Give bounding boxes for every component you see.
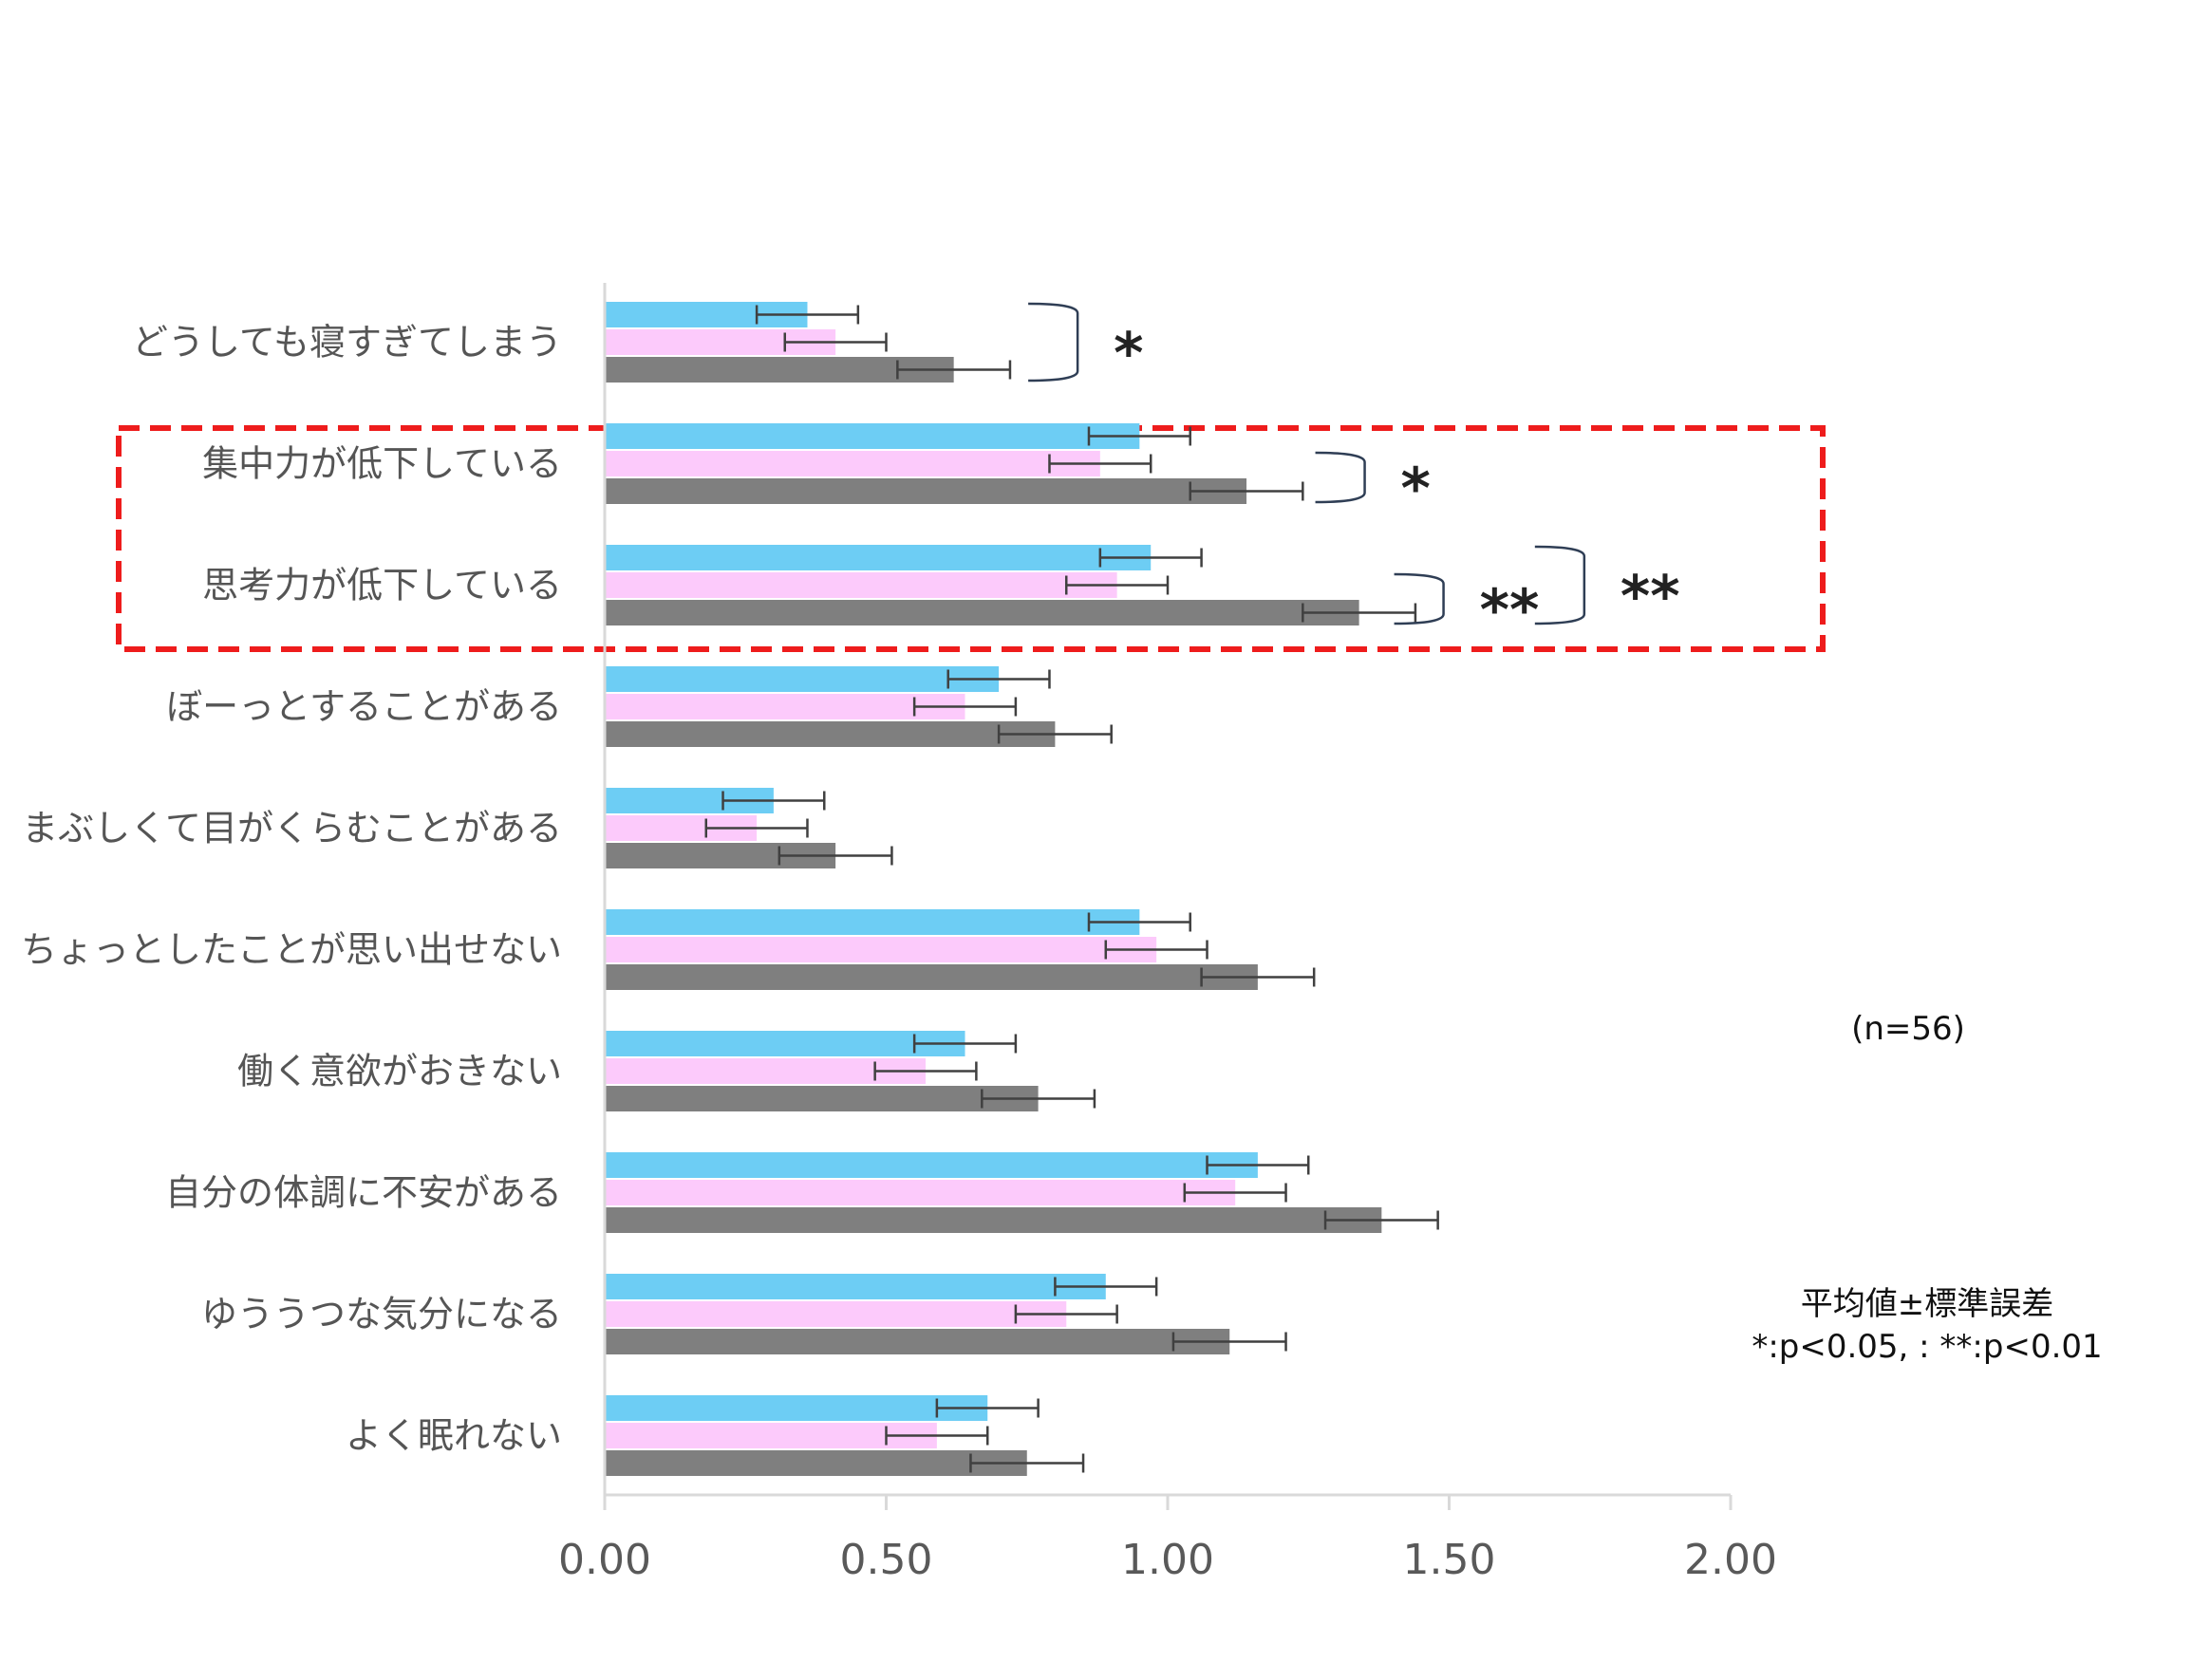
- error-bar-s0-c1: [1087, 426, 1191, 446]
- sig-mark-2: **: [1480, 577, 1540, 644]
- error-bar-s2-c2: [1302, 603, 1417, 623]
- bar-s2-c1: [605, 478, 1247, 504]
- error-bar-s0-c4: [721, 791, 826, 811]
- x-tick-label-3: 1.50: [1403, 1536, 1496, 1584]
- bar-s1-c5: [605, 937, 1157, 962]
- bar-s0-c7: [605, 1152, 1258, 1178]
- bar-s1-c9: [605, 1423, 937, 1448]
- error-bar-s1-c1: [1048, 454, 1152, 474]
- error-bar-s0-c9: [935, 1398, 1040, 1418]
- error-bar-s1-c8: [1014, 1304, 1118, 1324]
- bar-s2-c3: [605, 721, 1056, 747]
- bar-s2-c8: [605, 1329, 1230, 1354]
- sig-mark-0: *: [1114, 321, 1143, 387]
- sig-bracket-1: [1315, 451, 1366, 504]
- bar-s1-c2: [605, 572, 1117, 598]
- error-bar-s0-c3: [946, 669, 1051, 689]
- error-bar-s0-c0: [755, 305, 860, 325]
- category-label-4: まぶしくて目がくらむことがある: [22, 808, 562, 849]
- bar-s2-c6: [605, 1086, 1039, 1111]
- error-bar-s2-c5: [1200, 967, 1316, 987]
- error-bar-s1-c0: [783, 332, 888, 352]
- bar-s0-c5: [605, 909, 1140, 935]
- error-bar-s2-c4: [778, 846, 893, 866]
- error-bar-s1-c7: [1183, 1183, 1287, 1203]
- sig-mark-3: **: [1621, 564, 1680, 630]
- error-bar-s1-c5: [1104, 940, 1208, 960]
- bar-s1-c6: [605, 1058, 927, 1084]
- error-bar-s2-c7: [1323, 1210, 1439, 1230]
- bars-layer: [605, 302, 1439, 1476]
- axis-layer: 0.00 0.50 1.00 1.50 2.00: [558, 283, 1777, 1584]
- error-bar-s2-c1: [1189, 481, 1304, 501]
- sig-bracket-0: [1028, 302, 1079, 383]
- error-bar-s1-c4: [704, 818, 809, 838]
- sig-bracket-2: [1394, 572, 1445, 625]
- error-bar-s2-c0: [896, 360, 1012, 380]
- bar-s0-c8: [605, 1274, 1106, 1299]
- error-bar-s1-c9: [885, 1426, 989, 1446]
- notes-layer: (n=56) 平均値±標準誤差 *:p<0.05, : **:p<0.01: [1752, 1010, 2102, 1366]
- category-label-6: 働く意欲がおきない: [237, 1051, 562, 1092]
- x-tick-label-0: 0.00: [558, 1536, 651, 1584]
- error-bar-s2-c8: [1171, 1332, 1287, 1352]
- error-bar-s2-c3: [997, 724, 1113, 744]
- bar-s2-c7: [605, 1207, 1382, 1233]
- error-bar-s0-c6: [912, 1034, 1018, 1054]
- error-bar-s0-c5: [1087, 912, 1191, 932]
- error-bar-s2-c6: [981, 1089, 1096, 1109]
- error-bar-s1-c6: [873, 1061, 978, 1081]
- bar-s2-c9: [605, 1450, 1027, 1476]
- category-label-5: ちょっとしたことが思い出せない: [21, 929, 562, 971]
- stat-note-line1: 平均値±標準誤差: [1801, 1285, 2054, 1323]
- sample-size-note: (n=56): [1851, 1010, 1965, 1048]
- bar-s1-c3: [605, 694, 965, 719]
- category-label-7: 自分の体調に不安がある: [165, 1172, 562, 1214]
- bar-s2-c2: [605, 600, 1359, 625]
- category-label-0: どうしても寝すぎてしまう: [132, 322, 562, 364]
- category-label-9: よく眠れない: [346, 1415, 562, 1457]
- category-label-3: ぼーっとすることがある: [166, 686, 562, 728]
- error-bar-s0-c8: [1054, 1277, 1158, 1297]
- sig-bracket-3: [1534, 545, 1586, 625]
- bar-s0-c6: [605, 1031, 965, 1056]
- bar-s1-c8: [605, 1301, 1067, 1327]
- category-label-8: ゆううつな気分になる: [201, 1294, 562, 1335]
- significance-layer: **** **: [1028, 302, 1680, 644]
- sig-mark-1: *: [1401, 456, 1431, 522]
- bar-s2-c5: [605, 964, 1258, 990]
- error-bar-s0-c7: [1206, 1155, 1310, 1175]
- bar-s0-c9: [605, 1395, 988, 1421]
- error-bar-s1-c3: [912, 697, 1018, 717]
- x-tick-label-2: 1.00: [1121, 1536, 1214, 1584]
- bar-s1-c7: [605, 1180, 1236, 1205]
- bar-s0-c3: [605, 666, 1000, 692]
- category-label-2: 思考力が低下している: [202, 565, 562, 607]
- category-label-1: 集中力が低下している: [202, 443, 562, 485]
- bar-s0-c1: [605, 423, 1140, 449]
- x-tick-label-4: 2.00: [1684, 1536, 1777, 1584]
- x-tick-label-1: 0.50: [840, 1536, 933, 1584]
- bar-s2-c0: [605, 357, 954, 383]
- error-bar-s2-c9: [969, 1453, 1085, 1473]
- category-labels-layer: どうしても寝すぎてしまう集中力が低下している思考力が低下しているぼーっとすること…: [21, 322, 562, 1457]
- error-bar-s1-c2: [1065, 575, 1170, 595]
- bar-s1-c1: [605, 451, 1100, 476]
- stat-note-line2: *:p<0.05, : **:p<0.01: [1752, 1328, 2102, 1366]
- error-bar-s0-c2: [1098, 548, 1203, 568]
- bar-s0-c2: [605, 545, 1152, 570]
